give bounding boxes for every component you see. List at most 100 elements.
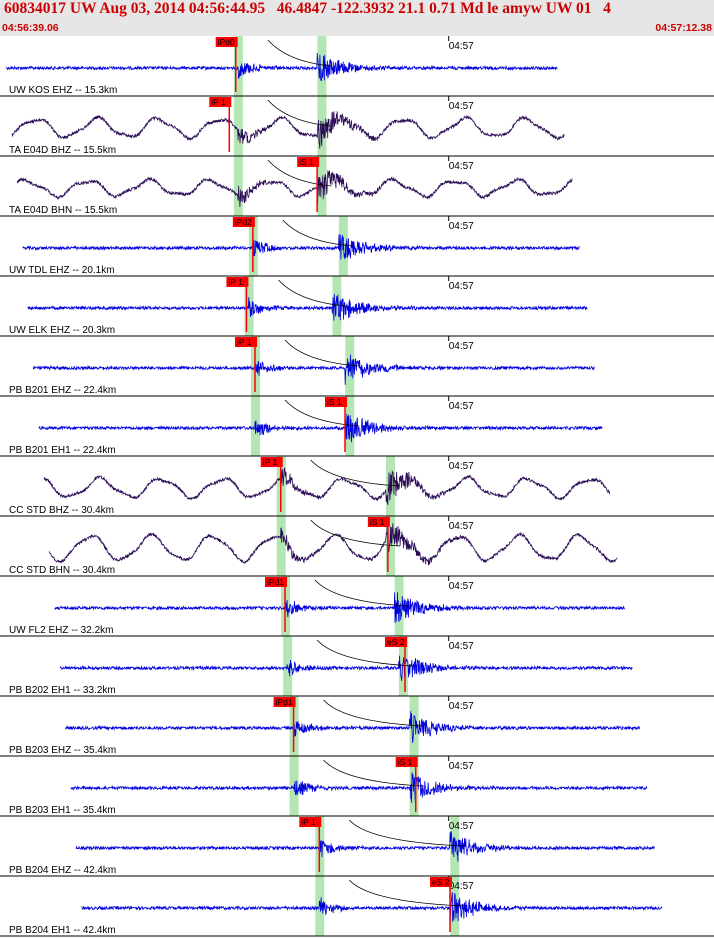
pick-label: iS 1 xyxy=(299,157,314,167)
minute-tick-label: 04:57 xyxy=(449,761,474,772)
pick-label: iPd1 xyxy=(276,697,293,707)
pick-flag xyxy=(215,37,238,47)
trace-label: UW KOS EHZ -- 15.3km xyxy=(9,85,117,96)
pick-flag xyxy=(232,217,255,227)
trace-row: 04:57 iS 1 TA E04D BHN -- 15.5km xyxy=(0,156,714,217)
p-theoretical-band xyxy=(233,36,243,96)
trace-label: UW ELK EHZ -- 20.3km xyxy=(9,325,115,336)
waveform-line xyxy=(22,233,580,260)
trace-label: TA E04D BHN -- 15.5km xyxy=(9,205,117,216)
trace-row: 04:57 iP 1 TA E04D BHZ -- 15.5km xyxy=(0,96,714,157)
s-theoretical-band xyxy=(332,276,342,336)
trace-row: 04:57 eS 2 PB B202 EH1 -- 33.2km xyxy=(0,636,714,697)
minute-tick-label: 04:57 xyxy=(449,161,474,172)
seismogram-plot: 04:57 iPd0 UW KOS EHZ -- 15.3km 04:57 iP 1 TA… xyxy=(0,36,714,937)
moveout-curve xyxy=(348,879,465,907)
moveout-curve xyxy=(282,219,353,247)
pick-flag xyxy=(273,697,296,707)
pick-flag xyxy=(226,277,249,287)
pick-label: iP 1 xyxy=(237,337,252,347)
end-time: 04:57:12.38 xyxy=(655,22,712,34)
pick-flag xyxy=(367,517,390,527)
pick-flag xyxy=(297,157,320,167)
s-theoretical-band xyxy=(450,816,460,876)
trace-label: PB B204 EH1 -- 42.4km xyxy=(9,925,116,936)
moveout-curve xyxy=(284,339,360,367)
s-theoretical-band xyxy=(450,876,460,936)
moveout-curve xyxy=(310,519,401,547)
pick-flag xyxy=(209,97,232,107)
pick-flag xyxy=(325,397,347,407)
minute-tick-label: 04:57 xyxy=(449,701,474,712)
trace-row: 04:57 iS 1 PB B203 EH1 -- 35.4km xyxy=(0,756,714,817)
moveout-curve xyxy=(316,639,413,667)
minute-tick-label: 04:57 xyxy=(449,821,474,832)
pick-flag xyxy=(395,757,418,767)
pick-flag xyxy=(430,877,452,887)
moveout-curve xyxy=(310,459,401,487)
pick-label: iPd1 xyxy=(267,577,284,587)
moveout-curve xyxy=(314,579,409,607)
pick-flag xyxy=(385,637,407,647)
pick-label: iPd0 xyxy=(218,37,235,47)
trace-label: PB B202 EH1 -- 33.2km xyxy=(9,685,116,696)
minute-tick-label: 04:57 xyxy=(449,641,474,652)
pick-label: iP 1 xyxy=(263,457,278,467)
waveform-line xyxy=(81,892,663,922)
trace-label: PB B201 EH1 -- 22.4km xyxy=(9,445,116,456)
waveform-line xyxy=(32,354,595,385)
p-theoretical-band xyxy=(233,96,243,156)
event-title: 60834017 UW Aug 03, 2014 04:56:44.95 46.… xyxy=(4,0,611,17)
trace-label: TA E04D BHZ -- 15.5km xyxy=(9,145,116,156)
pick-label: eS 2 xyxy=(432,877,450,887)
pick-label: iS 1 xyxy=(327,397,342,407)
waveform-line xyxy=(6,52,558,81)
trace-label: UW TDL EHZ -- 20.1km xyxy=(9,265,115,276)
pick-flag xyxy=(260,457,283,467)
s-theoretical-band xyxy=(398,636,408,696)
pick-label: iS 1 xyxy=(370,517,385,527)
pick-flag xyxy=(265,577,287,587)
moveout-curve xyxy=(267,39,332,67)
waveform-line xyxy=(27,293,588,321)
moveout-curve xyxy=(278,279,347,307)
trace-row: 04:57 iP 1 PB B201 EHZ -- 22.4km xyxy=(0,336,714,397)
trace-label: PB B201 EHZ -- 22.4km xyxy=(9,385,116,396)
waveform-line xyxy=(59,655,633,682)
pick-label: iS 1 xyxy=(398,757,413,767)
minute-tick-label: 04:57 xyxy=(449,581,474,592)
waveform-line xyxy=(65,711,640,743)
moveout-curve xyxy=(323,699,424,727)
waveform-line xyxy=(54,592,625,623)
waveform-line xyxy=(43,466,610,506)
moveout-curve xyxy=(267,99,332,127)
moveout-curve xyxy=(284,399,360,427)
trace-row: 04:57 iP 1 CC STD BHZ -- 30.4km xyxy=(0,456,714,517)
s-theoretical-band xyxy=(394,576,404,636)
trace-label: UW FL2 EHZ -- 32.2km xyxy=(9,625,113,636)
minute-tick-label: 04:57 xyxy=(449,521,474,532)
s-theoretical-band xyxy=(317,36,327,96)
trace-row: 04:57 iPd1 PB B203 EHZ -- 35.4km xyxy=(0,696,714,757)
minute-tick-label: 04:57 xyxy=(449,461,474,472)
trace-label: PB B203 EHZ -- 35.4km xyxy=(9,745,116,756)
trace-row: 04:57 iP 1 UW ELK EHZ -- 20.3km xyxy=(0,276,714,337)
moveout-curve xyxy=(267,159,332,187)
trace-label: PB B204 EHZ -- 42.4km xyxy=(9,865,116,876)
pick-label: iP 1 xyxy=(228,277,243,287)
minute-tick-label: 04:57 xyxy=(449,221,474,232)
pick-label: eS 2 xyxy=(387,637,405,647)
minute-tick-label: 04:57 xyxy=(449,281,474,292)
trace-row: 04:57 iPd1 UW FL2 EHZ -- 32.2km xyxy=(0,576,714,637)
moveout-curve xyxy=(348,819,465,847)
start-time: 04:56:39.06 xyxy=(2,22,59,34)
s-theoretical-band xyxy=(386,516,395,576)
minute-tick-label: 04:57 xyxy=(449,341,474,352)
header-bar: 60834017 UW Aug 03, 2014 04:56:44.95 46.… xyxy=(0,0,714,36)
minute-tick-label: 04:57 xyxy=(449,101,474,112)
pick-label: iP 1 xyxy=(211,97,226,107)
moveout-curve xyxy=(323,759,424,787)
minute-tick-label: 04:57 xyxy=(449,401,474,412)
waveform-line xyxy=(48,523,618,566)
pick-flag xyxy=(235,337,257,347)
